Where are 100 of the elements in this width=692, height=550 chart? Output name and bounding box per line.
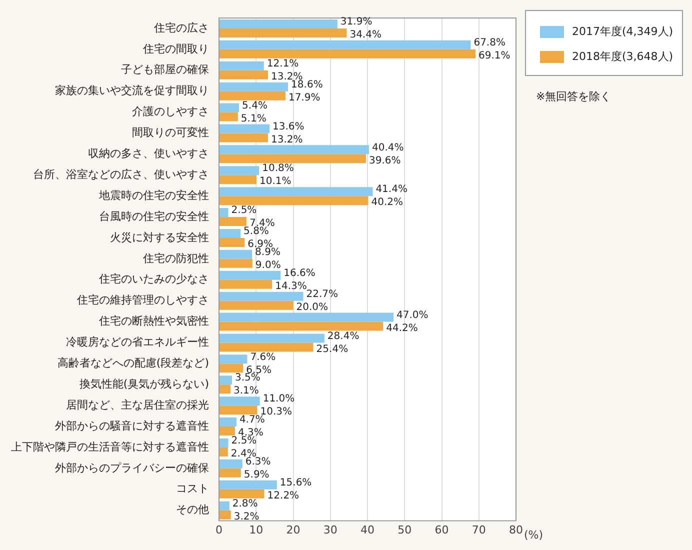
x-tick-label: 20	[286, 523, 300, 536]
data-label: 13.2%	[271, 134, 303, 146]
bar	[220, 133, 268, 142]
data-label: 5.9%	[244, 470, 270, 481]
bar	[220, 480, 277, 490]
data-label: 14.3%	[275, 280, 307, 292]
y-tick-label: 家族の集いや交流を促す間取り	[55, 84, 209, 98]
bar	[220, 300, 294, 310]
x-tick-label: 10	[249, 523, 264, 536]
data-label: 39.6%	[369, 155, 401, 166]
data-label: 25.4%	[316, 344, 348, 355]
data-label: 69.1%	[478, 50, 510, 62]
y-tick-label: 上下階や隣戸の生活音等に対する遮音性	[11, 440, 209, 454]
data-label: 67.8%	[474, 38, 506, 49]
y-tick-label: 換気性能(臭気が残らない)	[79, 377, 209, 390]
data-label: 7.6%	[250, 352, 276, 363]
bar	[220, 145, 369, 154]
text: ※無回答を除く	[536, 89, 612, 104]
bar	[220, 187, 373, 196]
bar	[220, 166, 260, 176]
y-tick-label: 住宅の断熱性や気密性	[99, 314, 209, 328]
y-tick-label: 収納の多さ、使いやすさ	[88, 147, 209, 160]
x-tick-label: 50	[398, 523, 412, 536]
y-tick-label: 住宅のいたみの少なさ	[99, 272, 209, 286]
bar	[220, 91, 286, 100]
bar	[220, 258, 252, 268]
data-label: 34.4%	[350, 30, 382, 41]
data-label: 15.6%	[280, 477, 312, 488]
data-label: 16.6%	[284, 268, 316, 279]
bar	[220, 447, 228, 456]
bar	[220, 270, 281, 280]
data-label: 28.4%	[327, 330, 360, 342]
bar	[220, 175, 256, 184]
x-tick-label: 80	[509, 523, 523, 536]
data-label: 2.5%	[231, 205, 257, 216]
data-label: 20.0%	[296, 302, 328, 313]
data-label: 47.0%	[396, 310, 428, 321]
data-label: 18.6%	[291, 79, 323, 90]
bar	[220, 501, 230, 510]
data-label: 22.7%	[306, 288, 338, 300]
data-label: 9.0%	[255, 260, 281, 272]
y-tick-label: 間取りの可変性	[132, 126, 209, 140]
bar	[220, 196, 368, 206]
data-label: 2.8%	[232, 498, 258, 510]
x-tick-label: 40	[360, 523, 374, 536]
bar	[220, 342, 314, 352]
bar	[220, 376, 232, 385]
bar	[220, 208, 228, 218]
bar	[220, 322, 384, 331]
bar	[220, 292, 304, 301]
y-tick-label: 居間など、主な居住室の採光	[66, 398, 209, 412]
y-tick-label: 子ども部屋の確保	[121, 63, 209, 76]
y-tick-label: 住宅の防犯性	[143, 252, 209, 265]
bar	[220, 250, 252, 259]
bar	[220, 364, 244, 373]
data-label: 5.4%	[242, 100, 268, 112]
data-label: 3.2%	[234, 511, 260, 522]
data-label: 5.1%	[240, 113, 266, 124]
y-tick-label: 高齢者などへの配慮(段差など)	[57, 356, 209, 370]
legend-label: 2017年度(4,349人)	[572, 24, 674, 39]
bar	[220, 510, 231, 520]
data-label: 10.1%	[259, 176, 292, 188]
bar	[220, 426, 235, 436]
bar	[220, 28, 347, 38]
data-label: 12.1%	[266, 58, 299, 70]
bar	[220, 19, 338, 28]
y-tick-label: 外部からのプライバシーの確保	[55, 461, 209, 474]
y-tick-label: 外部からの騒音に対する遮音性	[55, 419, 209, 432]
x-tick-label: 60	[434, 523, 449, 536]
x-axis-title: (%)	[524, 528, 544, 542]
bar	[220, 112, 238, 122]
bar	[220, 334, 324, 343]
x-tick-label: 0	[216, 523, 222, 536]
data-label: 17.9%	[288, 92, 320, 104]
bar	[220, 354, 248, 364]
bar	[220, 396, 260, 406]
bar	[220, 384, 231, 394]
y-tick-label: 台風時の住宅の安全性	[99, 210, 209, 223]
y-tick-label: 地震時の住宅の安全性	[98, 188, 209, 202]
data-label: 10.8%	[262, 163, 294, 174]
bar	[220, 238, 245, 247]
data-label: 11.0%	[262, 394, 295, 405]
bar	[220, 406, 258, 415]
y-tick-label: コスト	[176, 482, 209, 496]
bar	[220, 438, 228, 448]
y-tick-label: その他	[176, 503, 209, 516]
bar	[220, 124, 270, 134]
data-label: 12.2%	[267, 490, 300, 502]
y-tick-label: 冷暖房などの省エネルギー性	[66, 336, 209, 349]
data-label: 40.4%	[372, 142, 404, 154]
bar	[220, 154, 366, 164]
bar	[220, 280, 272, 289]
data-label: 3.1%	[234, 386, 259, 397]
y-tick-label: 住宅の広さ	[154, 21, 209, 34]
y-tick-label: 住宅の間取り	[143, 42, 209, 56]
bar	[220, 61, 264, 70]
x-tick-label: 30	[323, 523, 338, 536]
data-label: 44.2%	[386, 322, 418, 334]
legend-label: 2018年度(3,648人)	[572, 49, 674, 64]
bar	[220, 228, 241, 238]
